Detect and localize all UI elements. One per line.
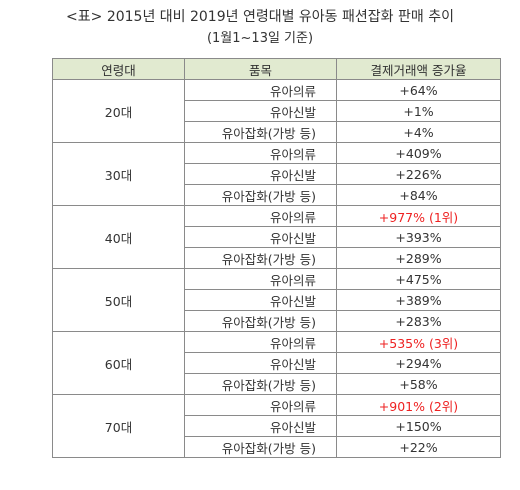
header-row: 연령대 품목 결제거래액 증가율: [52, 58, 501, 80]
growth-cell: +475%: [336, 268, 501, 290]
age-group-cell: 40대: [52, 205, 185, 269]
header-age: 연령대: [52, 58, 185, 80]
age-group-cell: 30대: [52, 142, 185, 206]
table-row: 유아신발 +294%: [53, 352, 501, 374]
table-body: 20대 유아의류 +64% 유아신발 +1% 유아잡화(가방 등) +4% 30대 유아의류 +4…: [52, 79, 501, 458]
item-cell: 유아의류: [184, 142, 337, 164]
growth-cell: +84%: [336, 184, 501, 206]
growth-cell: +289%: [336, 247, 501, 269]
item-cell: 유아잡화(가방 등): [184, 310, 337, 332]
growth-cell-ranked: +977% (1위): [336, 205, 501, 227]
growth-cell: +58%: [336, 373, 501, 395]
table-row: 유아신발 +393%: [53, 226, 501, 248]
item-cell: 유아의류: [184, 79, 337, 101]
table-row: 20대 유아의류 +64%: [52, 79, 501, 143]
age-group-cell: 20대: [52, 79, 185, 143]
table-row: 유아신발 +389%: [53, 289, 501, 311]
age-group-cell: 70대: [52, 394, 185, 458]
growth-cell: +22%: [336, 436, 501, 458]
age-group-cell: 60대: [52, 331, 185, 395]
table-title: <표> 2015년 대비 2019년 연령대별 유아동 패션잡화 판매 추이: [66, 9, 454, 25]
table-row: 유아잡화(가방 등) +58%: [53, 373, 501, 395]
item-cell: 유아의류: [184, 394, 337, 416]
table-row: 유아잡화(가방 등) +22%: [53, 436, 501, 458]
age-group-cell: 50대: [52, 268, 185, 332]
item-cell: 유아신발: [184, 289, 337, 311]
table-row: 60대 유아의류 +535% (3위): [52, 331, 501, 395]
growth-cell: +409%: [336, 142, 501, 164]
growth-cell: +4%: [336, 121, 501, 143]
growth-cell-ranked: +901% (2위): [336, 394, 501, 416]
table-row: 70대 유아의류 +901% (2위): [52, 394, 501, 458]
growth-cell: +389%: [336, 289, 501, 311]
header-item: 품목: [184, 58, 337, 80]
growth-cell: +393%: [336, 226, 501, 248]
growth-cell: +294%: [336, 352, 501, 374]
growth-cell: +283%: [336, 310, 501, 332]
item-cell: 유아의류: [184, 205, 337, 227]
item-cell: 유아잡화(가방 등): [184, 247, 337, 269]
table-row: 유아잡화(가방 등) +283%: [53, 310, 501, 332]
growth-cell: +1%: [336, 100, 501, 122]
item-cell: 유아신발: [184, 163, 337, 185]
item-cell: 유아신발: [184, 226, 337, 248]
item-cell: 유아잡화(가방 등): [184, 436, 337, 458]
table-row: 50대 유아의류 +475%: [52, 268, 501, 332]
header-growth: 결제거래액 증가율: [336, 58, 501, 80]
growth-cell: +226%: [336, 163, 501, 185]
table-row: 유아신발 +150%: [53, 415, 501, 437]
item-cell: 유아신발: [184, 352, 337, 374]
item-cell: 유아의류: [184, 268, 337, 290]
growth-cell-ranked: +535% (3위): [336, 331, 501, 353]
table-subtitle: (1월1~13일 기준): [206, 31, 314, 46]
table-row: 30대 유아의류 +409%: [52, 142, 501, 206]
table-row: 유아신발 +226%: [53, 163, 501, 185]
item-cell: 유아신발: [184, 100, 337, 122]
table-row: 40대 유아의류 +977% (1위): [52, 205, 501, 269]
item-cell: 유아잡화(가방 등): [184, 121, 337, 143]
item-cell: 유아잡화(가방 등): [184, 373, 337, 395]
growth-table: 연령대 품목 결제거래액 증가율 20대 유아의류 +64% 유아신발 +1% 유아잡화(…: [52, 58, 501, 458]
item-cell: 유아의류: [184, 331, 337, 353]
item-cell: 유아신발: [184, 415, 337, 437]
item-cell: 유아잡화(가방 등): [184, 184, 337, 206]
growth-cell: +150%: [336, 415, 501, 437]
growth-cell: +64%: [336, 79, 501, 101]
